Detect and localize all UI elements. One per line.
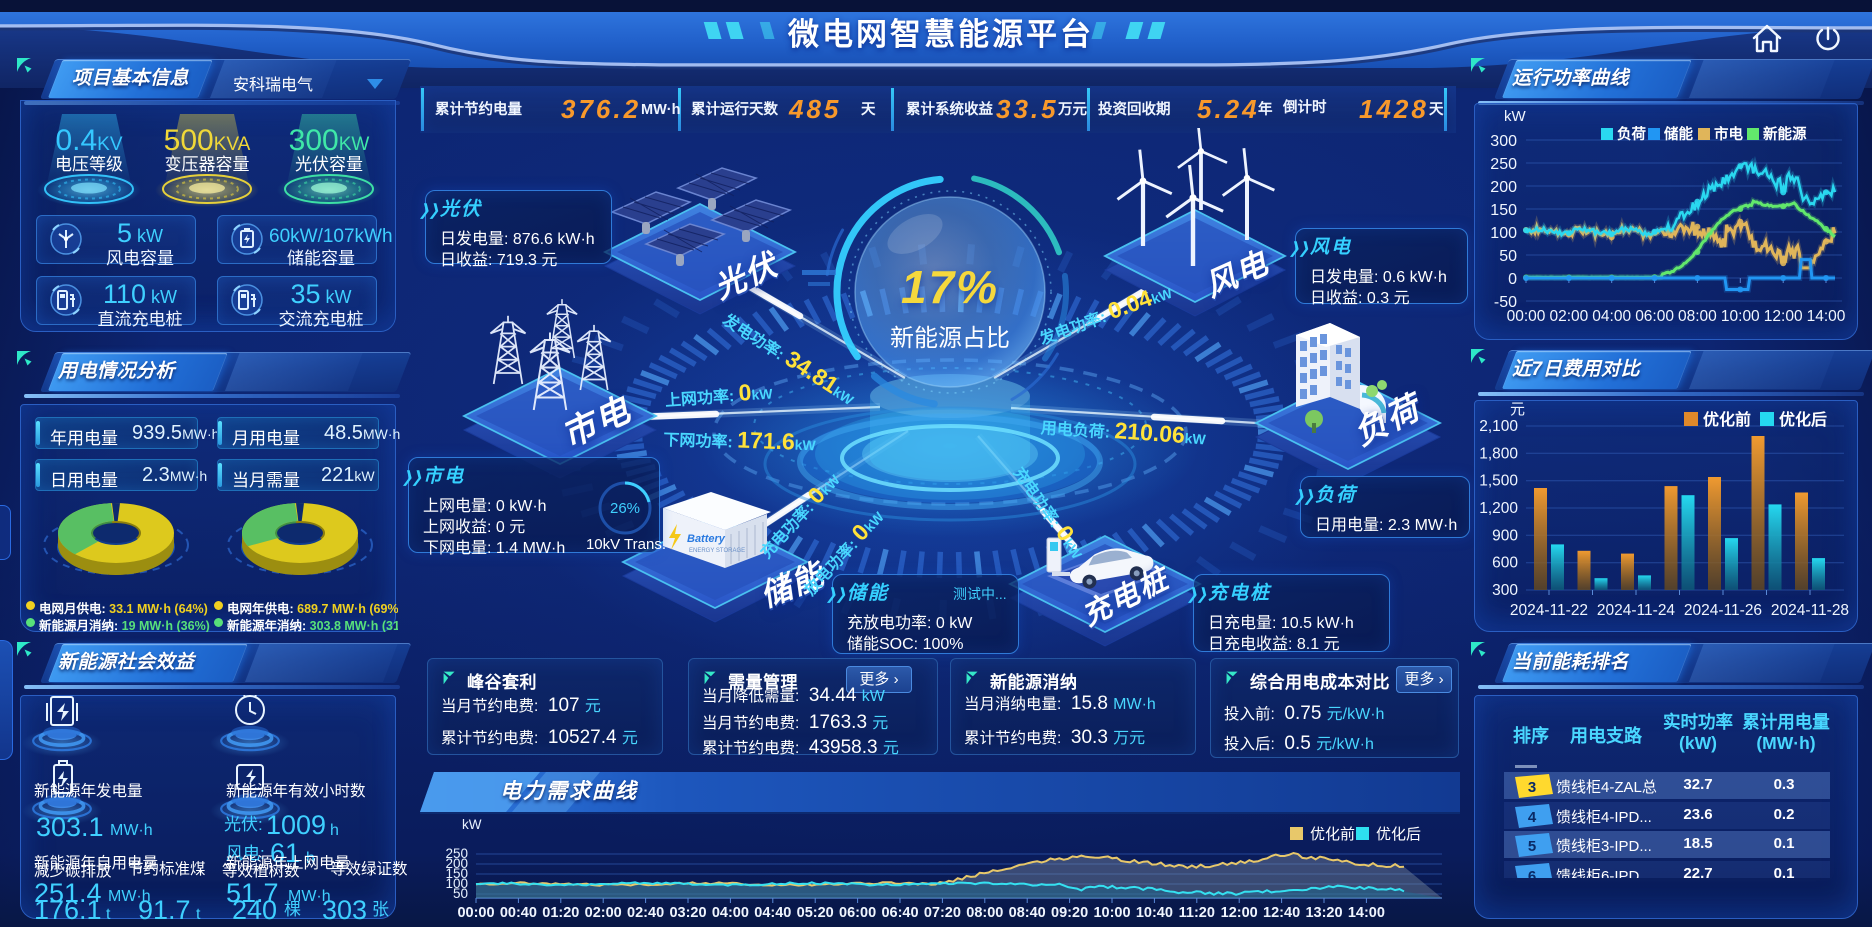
svg-text:04:00: 04:00 [1592, 308, 1631, 325]
svg-text:03:20: 03:20 [669, 905, 706, 921]
svg-text:12:00: 12:00 [1221, 905, 1258, 921]
svg-text:11:20: 11:20 [1179, 905, 1215, 921]
svg-text:3: 3 [1528, 779, 1536, 796]
svg-text:150: 150 [445, 866, 468, 881]
svg-text:100: 100 [445, 876, 468, 891]
svg-text:26%: 26% [610, 500, 640, 517]
svg-text:1,800: 1,800 [1479, 445, 1518, 462]
svg-text:1,500: 1,500 [1479, 473, 1518, 490]
svg-text:12:40: 12:40 [1263, 905, 1300, 921]
svg-text:6: 6 [1528, 868, 1536, 879]
svg-text:08:00: 08:00 [966, 905, 1003, 921]
svg-text:优化前: 优化前 [1310, 826, 1355, 843]
svg-text:2024-11-24: 2024-11-24 [1597, 602, 1676, 619]
svg-text:5: 5 [1528, 838, 1536, 855]
svg-text:2024-11-22: 2024-11-22 [1510, 602, 1588, 619]
svg-text:08:00: 08:00 [1678, 308, 1717, 325]
svg-text:02:40: 02:40 [627, 905, 664, 921]
svg-text:01:20: 01:20 [542, 905, 579, 921]
svg-text:2,100: 2,100 [1479, 418, 1518, 435]
svg-text:2024-11-28: 2024-11-28 [1771, 602, 1849, 619]
svg-text:200: 200 [445, 856, 468, 871]
svg-text:02:00: 02:00 [585, 905, 622, 921]
svg-text:250: 250 [1490, 156, 1517, 173]
svg-text:09:20: 09:20 [1051, 905, 1088, 921]
svg-text:储能: 储能 [1664, 125, 1693, 143]
svg-text:04:00: 04:00 [712, 905, 749, 921]
svg-text:05:20: 05:20 [797, 905, 834, 921]
svg-text:900: 900 [1492, 527, 1518, 544]
svg-text:00:00: 00:00 [1507, 308, 1546, 325]
svg-text:优化后: 优化后 [1779, 410, 1827, 429]
svg-text:200: 200 [1490, 179, 1517, 196]
svg-text:300: 300 [1490, 133, 1517, 150]
svg-text:00:40: 00:40 [500, 905, 537, 921]
svg-text:10:00: 10:00 [1093, 905, 1130, 921]
svg-text:10:40: 10:40 [1136, 905, 1173, 921]
svg-text:10:00: 10:00 [1721, 308, 1760, 325]
svg-text:08:40: 08:40 [1009, 905, 1046, 921]
svg-text:1,200: 1,200 [1479, 500, 1518, 517]
svg-text:06:00: 06:00 [1635, 308, 1674, 325]
svg-text:12:00: 12:00 [1764, 308, 1803, 325]
svg-text:市电: 市电 [1714, 125, 1743, 143]
svg-text:250: 250 [445, 846, 468, 861]
svg-text:100: 100 [1490, 225, 1517, 242]
svg-text:07:20: 07:20 [924, 905, 961, 921]
svg-text:ENERGY STORAGE: ENERGY STORAGE [689, 548, 745, 554]
svg-text:优化前: 优化前 [1703, 410, 1751, 429]
svg-text:-50: -50 [1494, 294, 1517, 311]
svg-text:4: 4 [1528, 809, 1537, 826]
svg-text:300: 300 [1492, 582, 1518, 599]
svg-text:06:00: 06:00 [839, 905, 876, 921]
svg-text:14:00: 14:00 [1807, 308, 1846, 325]
svg-text:优化后: 优化后 [1376, 826, 1421, 843]
svg-text:14:00: 14:00 [1348, 905, 1385, 921]
svg-text:06:40: 06:40 [881, 905, 918, 921]
svg-text:600: 600 [1492, 555, 1518, 572]
svg-text:13:20: 13:20 [1305, 905, 1342, 921]
svg-text:2024-11-26: 2024-11-26 [1684, 602, 1762, 619]
svg-text:Battery: Battery [687, 533, 726, 545]
svg-text:kW: kW [1504, 108, 1527, 125]
svg-text:新能源: 新能源 [1763, 125, 1807, 143]
svg-text:04:40: 04:40 [754, 905, 791, 921]
svg-text:50: 50 [1499, 248, 1517, 265]
svg-text:元: 元 [1510, 401, 1525, 418]
svg-text:50: 50 [453, 886, 468, 901]
svg-text:02:00: 02:00 [1550, 308, 1589, 325]
svg-text:150: 150 [1490, 202, 1517, 219]
svg-text:00:00: 00:00 [457, 905, 494, 921]
svg-text:kW: kW [462, 817, 482, 832]
svg-text:负荷: 负荷 [1617, 125, 1646, 143]
svg-text:0: 0 [1508, 271, 1517, 288]
